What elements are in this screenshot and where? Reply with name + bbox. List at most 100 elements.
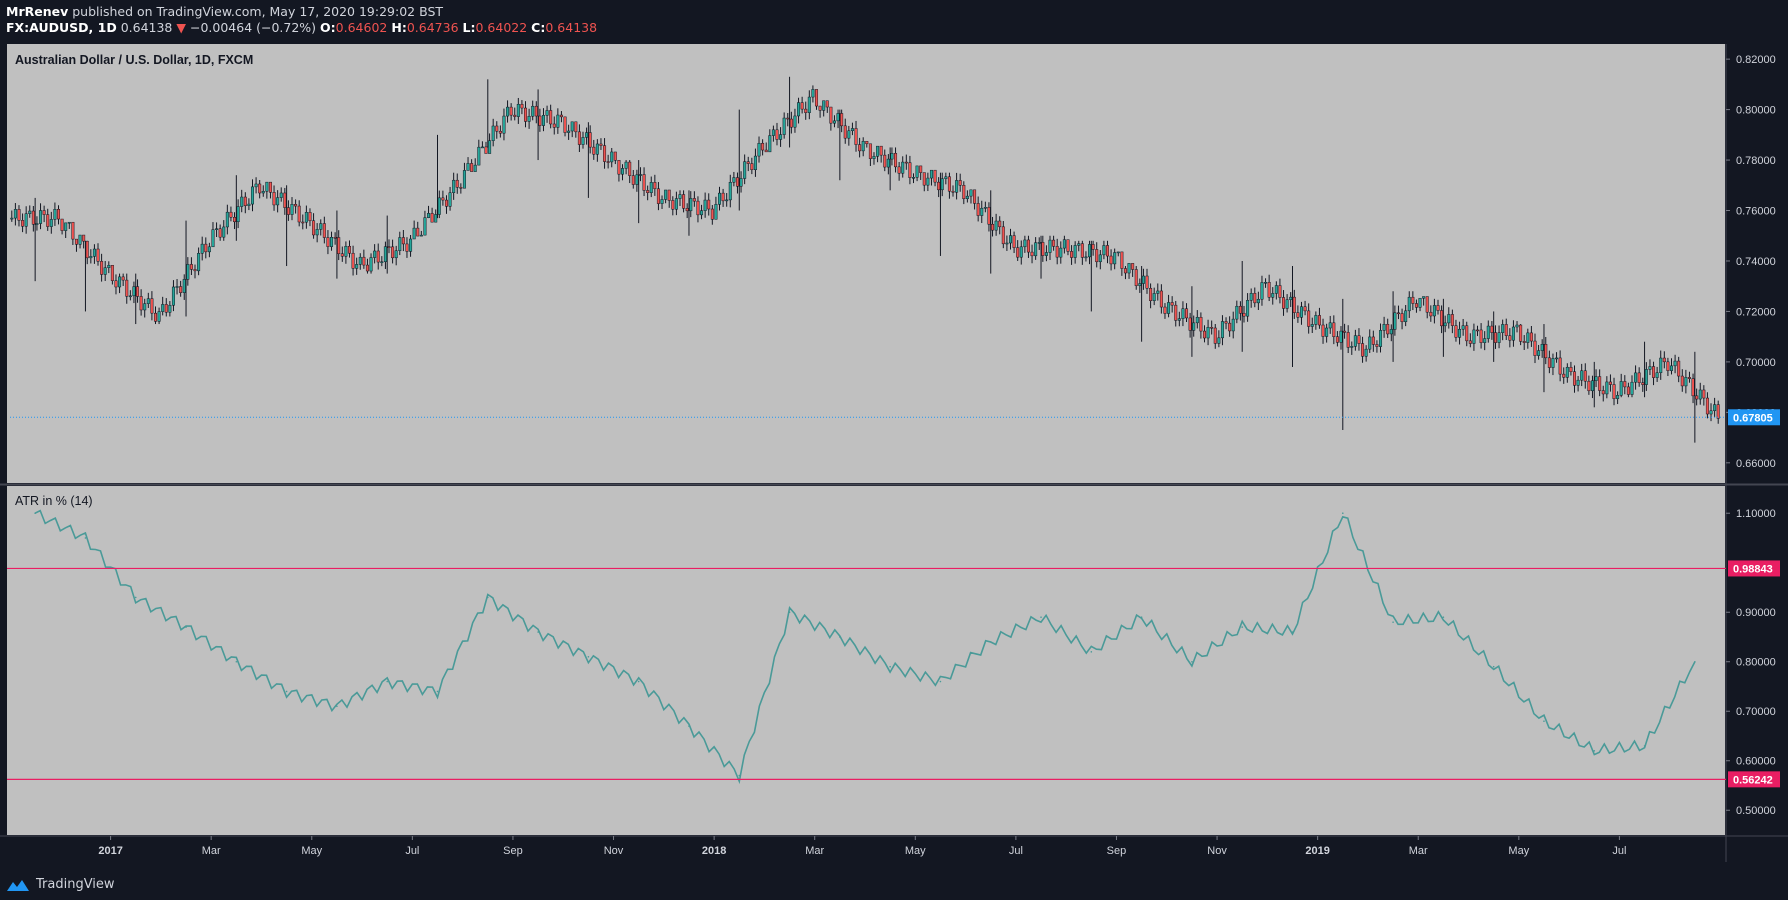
- atr-tick-label: 0.70000: [1736, 706, 1776, 718]
- candle-body: [994, 220, 998, 231]
- candle-body: [1436, 305, 1440, 311]
- candle-body: [1450, 314, 1454, 326]
- candle-body: [1432, 305, 1436, 317]
- candle-body: [1490, 325, 1494, 333]
- candle-body: [1465, 325, 1469, 342]
- candle-body: [876, 145, 880, 157]
- candle-body: [1533, 340, 1537, 356]
- candle-body: [283, 192, 287, 208]
- candle-body: [157, 311, 161, 322]
- low-label: L:: [462, 20, 476, 35]
- candle-body: [247, 203, 251, 206]
- candle-body: [965, 195, 969, 199]
- candle-body: [868, 143, 872, 159]
- candle-body: [947, 176, 951, 192]
- candle-body: [1511, 326, 1515, 341]
- atr-point: [1090, 651, 1093, 653]
- candle-body: [1501, 324, 1505, 333]
- candle-body: [1641, 382, 1645, 385]
- atr-point: [939, 680, 942, 683]
- candle-body: [1202, 330, 1206, 339]
- price-axis[interactable]: 0.82000 0.80000 0.78000 0.76000 0.74000 0.720…: [10, 54, 1780, 470]
- candle-body: [674, 198, 678, 210]
- candle-body: [412, 227, 416, 240]
- time-axis[interactable]: 2017 Mar May Jul Sep Nov 2018 Mar May Jul Sep Nov 20…: [98, 836, 1626, 857]
- atr-point: [537, 631, 539, 633]
- candle-body: [1019, 246, 1023, 258]
- candle-body: [861, 141, 865, 152]
- candle-body: [21, 220, 25, 227]
- candle-body: [890, 153, 894, 160]
- candle-body: [322, 223, 326, 238]
- candle-body: [430, 213, 434, 223]
- candle-body: [1652, 366, 1656, 378]
- level-badge[interactable]: [1728, 771, 1780, 788]
- brand-label[interactable]: TradingView: [36, 877, 115, 892]
- atr-point: [1140, 616, 1143, 618]
- candle-body: [1537, 350, 1541, 356]
- atr-pane[interactable]: [7, 486, 1725, 835]
- candle-body: [628, 161, 632, 176]
- candle-body: [1691, 378, 1695, 397]
- candle-body: [1709, 410, 1713, 415]
- atr-point: [1040, 616, 1042, 618]
- candle-body: [301, 221, 305, 224]
- publisher-name[interactable]: MrRenev: [6, 4, 69, 19]
- candle-body: [1659, 357, 1663, 373]
- candle-body: [782, 117, 786, 135]
- tradingview-logo-icon[interactable]: [6, 878, 30, 892]
- candle-body: [1195, 316, 1199, 324]
- candle-body: [139, 296, 143, 311]
- candle-body: [1159, 290, 1163, 308]
- close-label: C:: [531, 20, 546, 35]
- candle-body: [1163, 306, 1167, 314]
- candle-body: [879, 145, 883, 156]
- price-pane[interactable]: [7, 44, 1725, 483]
- candle-body: [276, 197, 280, 206]
- candle-body: [549, 110, 553, 125]
- candle-body: [1655, 372, 1659, 378]
- candle-body: [1626, 386, 1630, 395]
- candle-body: [215, 228, 219, 230]
- price-tick-label: 0.74000: [1736, 256, 1776, 268]
- candle-body: [1562, 373, 1566, 378]
- symbol-label[interactable]: FX:AUDUSD, 1D: [6, 20, 117, 35]
- candle-body: [491, 125, 495, 141]
- price-tick-label: 0.76000: [1736, 206, 1776, 218]
- candle-body: [513, 114, 517, 117]
- open-value: 0.64602: [335, 20, 388, 35]
- candle-body: [1116, 251, 1120, 254]
- last-price-badge[interactable]: [1728, 409, 1780, 426]
- candle-body: [330, 237, 334, 247]
- candle-body: [768, 135, 772, 153]
- candle-body: [211, 229, 215, 248]
- candle-body: [347, 245, 351, 254]
- candle-body: [473, 164, 477, 172]
- candle-body: [872, 156, 876, 159]
- candle-body: [696, 200, 700, 216]
- candle-body: [1289, 296, 1293, 300]
- candle-body: [1648, 366, 1652, 370]
- candle-body: [1005, 242, 1009, 245]
- candle-body: [358, 256, 362, 265]
- candle-body: [1220, 321, 1224, 339]
- candle-body: [506, 106, 510, 117]
- candle-body: [883, 154, 887, 168]
- candle-body: [1353, 335, 1357, 347]
- level-badge[interactable]: [1728, 560, 1780, 577]
- candle-body: [962, 184, 966, 199]
- candle-body: [268, 181, 272, 193]
- candle-body: [1249, 293, 1253, 301]
- candle-body: [1055, 246, 1059, 258]
- candle-body: [1088, 244, 1092, 258]
- candle-body: [592, 146, 596, 155]
- time-tick-label: Nov: [1207, 845, 1227, 857]
- atr-axis[interactable]: 1.10000 0.90000 0.80000 0.70000 0.60000 0.500…: [1726, 508, 1780, 817]
- candle-body: [103, 267, 107, 275]
- candle-body: [1414, 303, 1418, 308]
- candle-body: [538, 115, 542, 126]
- candle-body: [631, 175, 635, 185]
- candle-body: [394, 250, 398, 259]
- candle-body: [265, 181, 269, 192]
